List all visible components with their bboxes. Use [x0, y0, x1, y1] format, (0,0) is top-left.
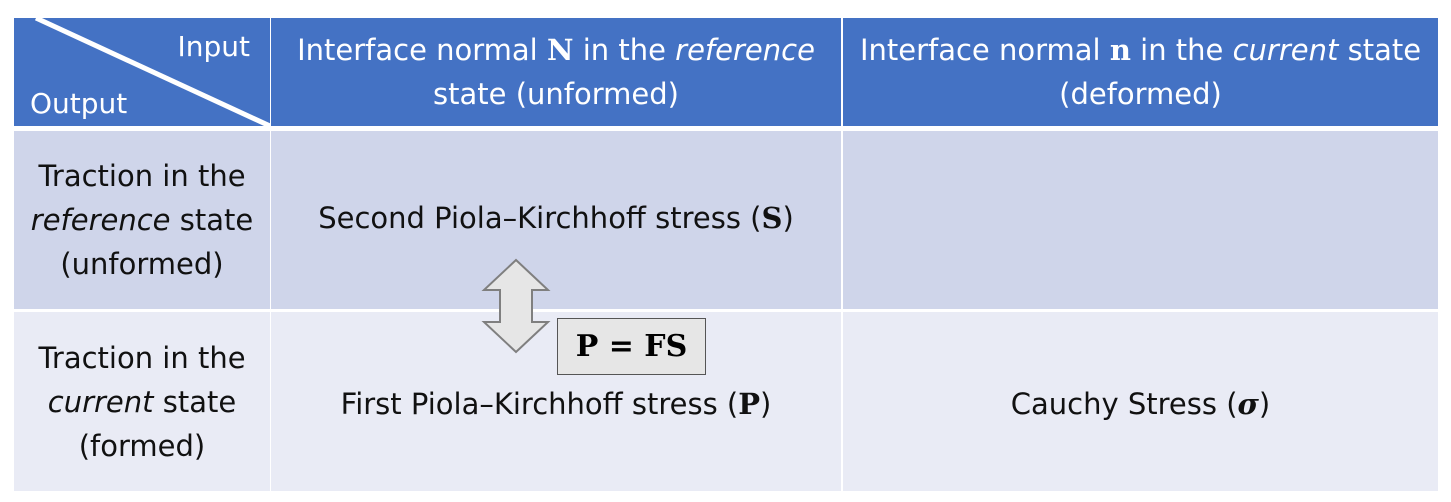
row-label-current: Traction in the current state (formed) [14, 312, 270, 491]
row-label-emphasis: reference [30, 203, 171, 237]
column-header-current: Interface normal n in the current state … [843, 18, 1438, 126]
cell-empty-reference-current [843, 131, 1438, 309]
cell-first-piola-kirchhoff: First Piola–Kirchhoff stress (P) [271, 312, 841, 491]
current-emphasis: current [1232, 33, 1339, 67]
corner-output-label: Output [30, 87, 128, 120]
double-arrow-icon [481, 258, 551, 354]
row-label-line1: Traction in the [38, 159, 246, 193]
row-label-line1: Traction in the [38, 340, 246, 375]
normal-N-symbol: N [546, 33, 574, 67]
cell-cauchy-stress: Cauchy Stress (σ) [843, 312, 1438, 491]
row-label-reference: Traction in the reference state (unforme… [14, 131, 270, 309]
diagonal-divider [34, 18, 270, 126]
formula-box: P = FS [557, 318, 706, 375]
column-header-current-text: Interface normal n in the current state … [859, 33, 1422, 111]
row-label-line3: (formed) [78, 428, 206, 463]
symbol-P: P [738, 386, 761, 421]
column-header-reference: Interface normal N in the reference stat… [271, 18, 841, 126]
symbol-S: S [761, 201, 783, 235]
cell-second-piola-kirchhoff: Second Piola–Kirchhoff stress (S) [271, 131, 841, 309]
reference-emphasis: reference [675, 33, 815, 67]
column-header-reference-text: Interface normal N in the reference stat… [297, 33, 815, 111]
corner-header-cell: Input Output [14, 18, 270, 126]
symbol-sigma: σ [1237, 386, 1259, 421]
corner-input-label: Input [177, 30, 250, 63]
row-label-line3: (unformed) [60, 247, 224, 281]
normal-n-symbol: n [1109, 33, 1131, 67]
row-label-emphasis: current [47, 384, 154, 419]
row-divider-middle [14, 309, 1438, 312]
row-divider-header [14, 126, 1438, 131]
